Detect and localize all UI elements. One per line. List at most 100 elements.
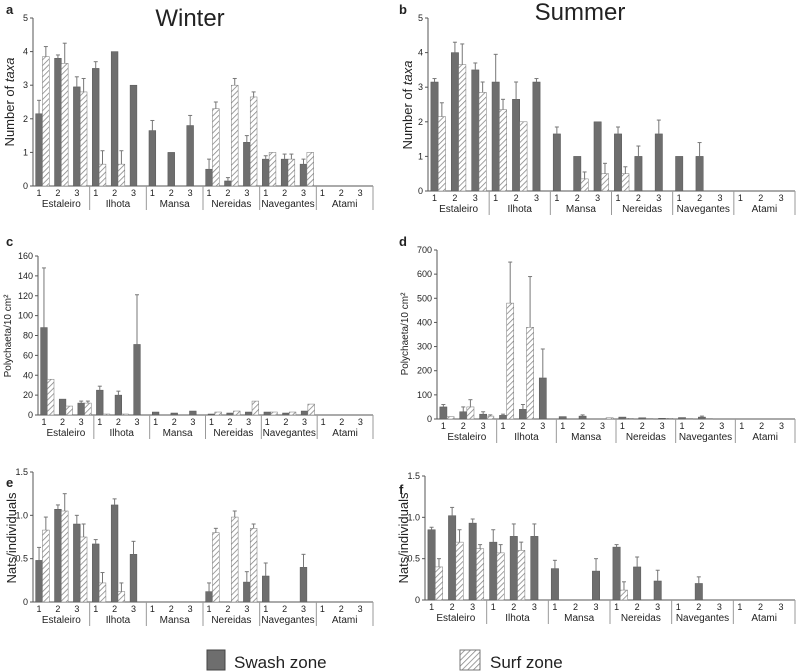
subsite-label: 2	[169, 604, 174, 614]
swash-bar	[262, 575, 270, 603]
subsite-label: 2	[636, 193, 641, 203]
surf-bar	[98, 163, 107, 187]
y-tick-label: 3	[418, 82, 423, 92]
swash-bar	[618, 416, 627, 420]
site-label: Mansa	[564, 613, 594, 624]
swash-bar	[300, 410, 309, 416]
swash-bar	[167, 152, 175, 187]
surf-bar	[270, 411, 278, 416]
y-tick-label: 140	[18, 271, 33, 281]
site-label: Estaleiro	[42, 199, 81, 210]
site-label: Ilhota	[508, 204, 533, 215]
site-label: Atami	[752, 204, 778, 215]
surf-bar	[476, 548, 485, 601]
subsite-label: 2	[172, 417, 177, 427]
y-tick-label: 1	[418, 151, 423, 161]
summer-title: Summer	[535, 0, 626, 26]
surf-bar	[98, 582, 107, 603]
y-axis-label: Polychaeta/10 cm²	[3, 294, 14, 377]
swash-bar	[530, 536, 539, 601]
swash-bar	[448, 515, 457, 601]
y-tick-label: 200	[417, 366, 432, 376]
swash-bar	[633, 566, 642, 601]
surf-bar	[117, 591, 126, 603]
swash-bar	[77, 402, 85, 416]
subsite-label: 3	[717, 602, 722, 612]
swash-bar	[40, 327, 48, 416]
subsite-label: 2	[225, 604, 230, 614]
swash-bar	[638, 417, 647, 420]
subsite-label: 2	[514, 193, 519, 203]
y-axis-label: Nats/individuals	[4, 492, 19, 584]
swash-bar	[170, 412, 178, 416]
y-axis-label: Number of taxa	[2, 58, 17, 147]
site-label: Atami	[751, 613, 777, 624]
swash-bar	[491, 81, 500, 192]
subsite-label: 2	[55, 188, 60, 198]
swash-bar	[243, 581, 251, 603]
subsite-label: 2	[640, 421, 645, 431]
subsite-label: 2	[225, 188, 230, 198]
subsite-label: 3	[358, 188, 363, 198]
swash-bar	[262, 158, 270, 187]
y-tick-label: 20	[23, 390, 33, 400]
swash-bar	[675, 156, 684, 192]
subsite-label: 3	[244, 188, 249, 198]
swash-bar	[519, 409, 527, 420]
surf-bar	[47, 378, 55, 416]
subsite-label: 2	[169, 188, 174, 198]
swash-bar	[459, 411, 468, 420]
subsite-label: 2	[461, 421, 466, 431]
surf-bar	[231, 84, 239, 187]
subsite-label: 2	[758, 602, 763, 612]
subsite-label: 3	[190, 417, 195, 427]
swash-bar	[468, 522, 477, 601]
swash-bar	[96, 389, 104, 416]
swash-bar	[133, 344, 141, 416]
site-label: Atami	[332, 199, 358, 210]
legend-surf-swatch	[459, 649, 481, 671]
site-label: Navegantes	[679, 432, 732, 443]
subsite-label: 2	[112, 604, 117, 614]
y-tick-label: 600	[417, 269, 432, 279]
surf-bar	[61, 63, 69, 187]
swash-bar	[578, 415, 587, 420]
subsite-label: 1	[620, 421, 625, 431]
swash-bar	[678, 417, 686, 420]
swash-bar	[592, 570, 600, 601]
swash-bar	[653, 580, 662, 601]
y-tick-label: 0	[427, 414, 432, 424]
subsite-label: 3	[188, 188, 193, 198]
subsite-label: 2	[116, 417, 121, 427]
y-tick-label: 100	[417, 390, 432, 400]
swash-bar	[207, 413, 216, 416]
subsite-label: 2	[452, 193, 457, 203]
subsite-label: 2	[696, 602, 701, 612]
surf-bar	[620, 589, 628, 601]
surf-bar	[65, 405, 73, 416]
y-tick-label: 3	[23, 80, 28, 90]
subsite-label: 1	[150, 604, 155, 614]
y-tick-label: 0	[28, 410, 33, 420]
swash-bar	[654, 133, 663, 192]
swash-bar	[114, 394, 123, 416]
swash-bar	[245, 411, 253, 416]
site-label: Nereidas	[626, 432, 666, 443]
y-tick-label: 1	[23, 147, 28, 157]
subsite-label: 1	[263, 188, 268, 198]
subsite-label: 1	[263, 604, 268, 614]
surf-bar	[268, 152, 277, 187]
subsite-label: 3	[244, 604, 249, 614]
surf-bar	[233, 410, 241, 416]
subsite-label: 3	[779, 421, 784, 431]
site-label: Nereidas	[213, 428, 253, 439]
subsite-label: 2	[55, 604, 60, 614]
swash-bar	[430, 81, 439, 192]
site-label: Mansa	[566, 204, 596, 215]
y-tick-label: 120	[18, 291, 33, 301]
y-tick-label: 0.5	[15, 554, 28, 564]
site-label: Ilhota	[106, 615, 131, 626]
subsite-label: 2	[758, 193, 763, 203]
swash-bar	[226, 412, 234, 416]
